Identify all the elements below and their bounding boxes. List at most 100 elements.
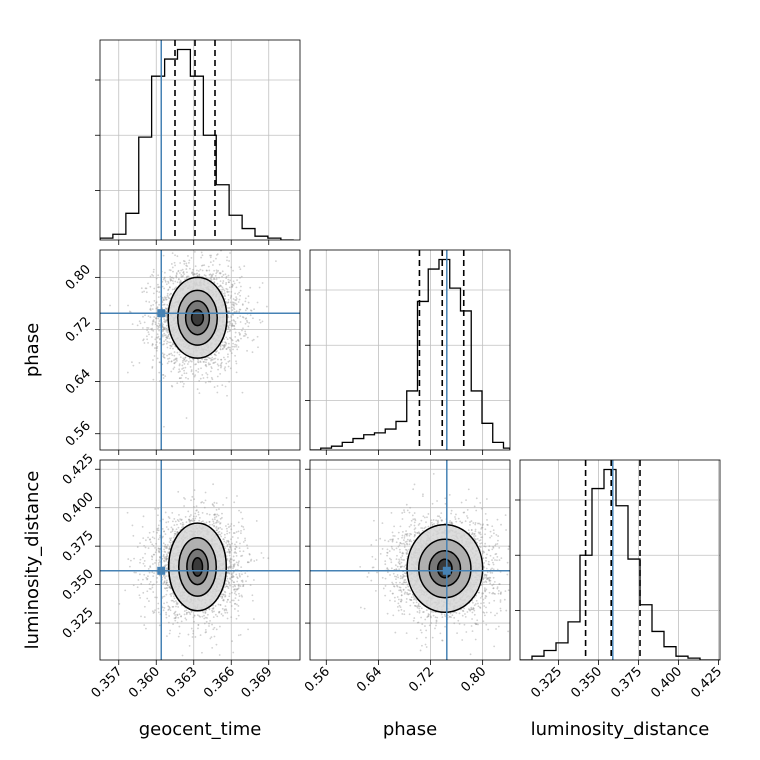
scatter-point bbox=[204, 364, 207, 367]
scatter-point bbox=[233, 303, 235, 306]
scatter-point bbox=[244, 537, 246, 540]
scatter-point bbox=[173, 518, 176, 520]
scatter-point bbox=[249, 314, 252, 317]
scatter-point bbox=[165, 575, 167, 578]
scatter-point bbox=[232, 585, 235, 588]
scatter-point bbox=[170, 360, 173, 363]
scatter-point bbox=[216, 350, 218, 352]
scatter-point bbox=[166, 564, 168, 567]
scatter-point bbox=[229, 565, 232, 567]
scatter-point bbox=[232, 575, 235, 578]
scatter-point bbox=[238, 574, 241, 577]
scatter-point bbox=[173, 261, 176, 264]
scatter-point bbox=[165, 555, 168, 558]
scatter-point bbox=[233, 551, 236, 554]
scatter-point bbox=[157, 283, 159, 286]
scatter-point bbox=[178, 377, 181, 380]
scatter-point bbox=[188, 515, 191, 518]
scatter-point bbox=[235, 573, 238, 576]
scatter-point bbox=[197, 360, 199, 363]
scatter-point bbox=[241, 581, 244, 583]
scatter-point bbox=[169, 541, 172, 544]
scatter-point bbox=[144, 287, 147, 290]
scatter-point bbox=[192, 358, 195, 361]
scatter-point bbox=[228, 551, 230, 554]
scatter-point bbox=[165, 296, 168, 299]
scatter-point bbox=[226, 544, 229, 546]
scatter-point bbox=[245, 333, 248, 336]
scatter-point bbox=[236, 495, 238, 497]
scatter-point bbox=[183, 613, 186, 616]
scatter-point bbox=[188, 259, 191, 262]
scatter-point bbox=[226, 290, 229, 293]
scatter-point bbox=[173, 362, 176, 364]
scatter-point bbox=[228, 554, 231, 557]
scatter-point bbox=[174, 287, 176, 290]
scatter-point bbox=[150, 328, 152, 330]
scatter-point bbox=[228, 581, 231, 584]
scatter-point bbox=[142, 515, 145, 518]
scatter-point bbox=[227, 365, 230, 368]
scatter-point bbox=[162, 553, 165, 556]
scatter-point bbox=[165, 581, 168, 584]
scatter-point bbox=[225, 362, 228, 365]
scatter-point bbox=[205, 521, 208, 524]
scatter-point bbox=[236, 279, 238, 282]
scatter-point bbox=[219, 284, 222, 287]
scatter-point bbox=[239, 308, 242, 311]
scatter-point bbox=[227, 353, 229, 356]
scatter-point bbox=[151, 367, 154, 369]
scatter-point bbox=[182, 271, 185, 273]
scatter-point bbox=[234, 548, 237, 551]
scatter-point bbox=[186, 265, 189, 268]
scatter-point bbox=[152, 553, 155, 556]
scatter-point bbox=[163, 328, 166, 330]
scatter-point bbox=[224, 344, 227, 347]
scatter-point bbox=[163, 353, 166, 356]
scatter-point bbox=[158, 326, 160, 328]
scatter-point bbox=[163, 550, 166, 553]
scatter-point bbox=[218, 263, 221, 266]
y-tick-label: 0.80 bbox=[63, 262, 94, 293]
scatter-point bbox=[215, 257, 217, 260]
scatter-point bbox=[228, 572, 231, 575]
scatter-point bbox=[246, 575, 249, 578]
scatter-point bbox=[219, 372, 222, 375]
scatter-point bbox=[213, 269, 216, 272]
y-tick-label: 0.72 bbox=[63, 314, 94, 345]
scatter-point bbox=[185, 372, 188, 375]
scatter-point bbox=[242, 541, 245, 543]
scatter-point bbox=[213, 386, 216, 388]
scatter-point bbox=[230, 576, 233, 578]
scatter-point bbox=[178, 278, 180, 280]
scatter-point bbox=[233, 301, 235, 304]
scatter-point bbox=[169, 269, 172, 272]
scatter-point bbox=[193, 489, 196, 492]
scatter-point bbox=[253, 618, 255, 620]
scatter-point bbox=[164, 279, 167, 282]
scatter-point bbox=[241, 329, 243, 332]
scatter-point bbox=[217, 368, 219, 371]
scatter-point bbox=[181, 374, 183, 377]
2d-geocent_time-phase-frame bbox=[99, 249, 301, 451]
scatter-point bbox=[227, 265, 230, 267]
scatter-point bbox=[248, 321, 251, 324]
scatter-point bbox=[222, 347, 224, 350]
scatter-point bbox=[223, 345, 226, 348]
scatter-point bbox=[225, 241, 227, 243]
scatter-point bbox=[187, 261, 190, 264]
scatter-point bbox=[222, 356, 225, 359]
scatter-point bbox=[229, 557, 232, 560]
scatter-point bbox=[219, 517, 222, 520]
scatter-point bbox=[210, 636, 213, 638]
scatter-point bbox=[232, 581, 235, 584]
scatter-point bbox=[151, 365, 154, 368]
scatter-point bbox=[188, 357, 191, 360]
scatter-point bbox=[179, 518, 182, 520]
scatter-point bbox=[229, 558, 232, 561]
scatter-point bbox=[246, 336, 249, 339]
scatter-point bbox=[157, 325, 160, 328]
scatter-point bbox=[221, 384, 224, 387]
scatter-point bbox=[165, 298, 168, 301]
scatter-point bbox=[237, 634, 240, 637]
